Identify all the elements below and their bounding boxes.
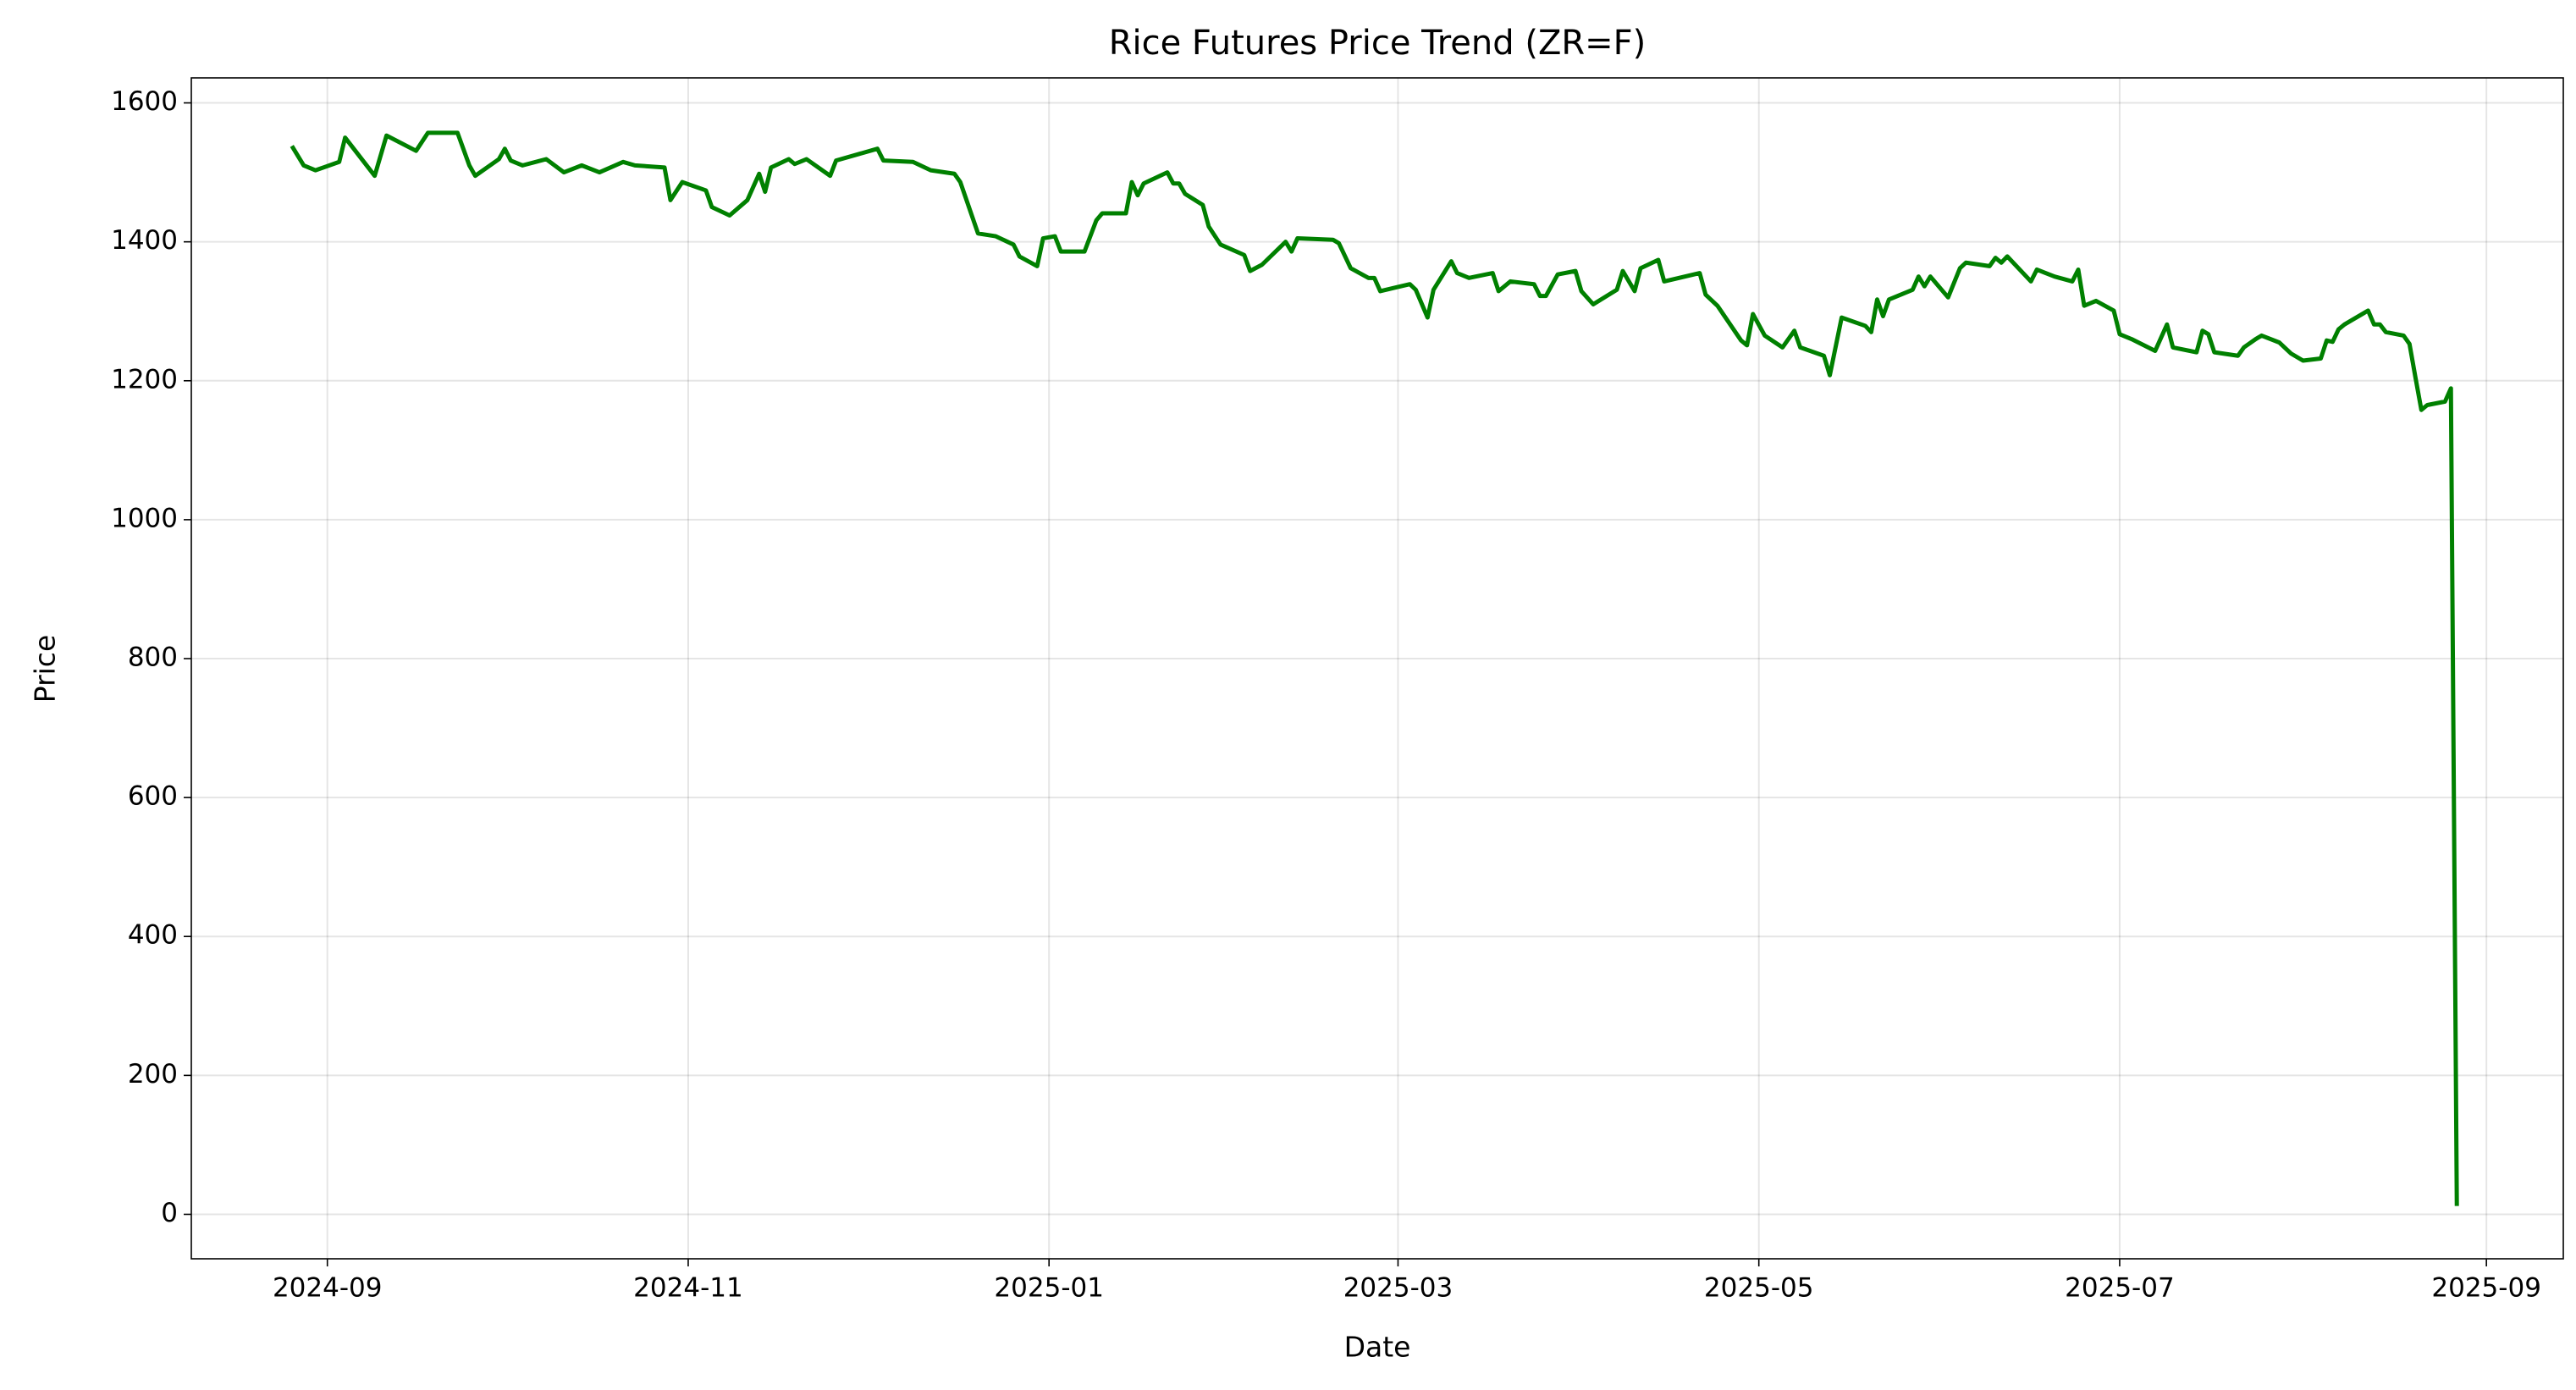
x-tick-label: 2025-01 (994, 1273, 1104, 1304)
y-tick-label: 200 (128, 1059, 178, 1089)
x-tick-label: 2025-09 (2431, 1273, 2541, 1304)
y-tick-label: 800 (128, 643, 178, 673)
x-tick-label: 2024-11 (633, 1273, 743, 1304)
y-axis-label: Price (29, 635, 62, 703)
y-tick-label: 400 (128, 920, 178, 951)
price-line (290, 130, 2459, 1206)
y-tick-label: 1400 (111, 225, 178, 256)
x-tick-label: 2025-03 (1343, 1273, 1453, 1304)
plot-frame (190, 77, 2564, 1260)
x-tick-label: 2025-05 (1704, 1273, 1814, 1304)
y-tick-label: 1600 (111, 86, 178, 117)
x-tick-label: 2024-09 (273, 1273, 383, 1304)
x-axis-label: Date (1344, 1331, 1411, 1364)
y-tick-label: 0 (161, 1198, 178, 1228)
y-tick-label: 1200 (111, 364, 178, 394)
y-tick-label: 600 (128, 781, 178, 812)
chart-title: Rice Futures Price Trend (ZR=F) (1109, 24, 1647, 63)
y-tick-label: 1000 (111, 503, 178, 533)
x-tick-label: 2025-07 (2065, 1273, 2175, 1304)
